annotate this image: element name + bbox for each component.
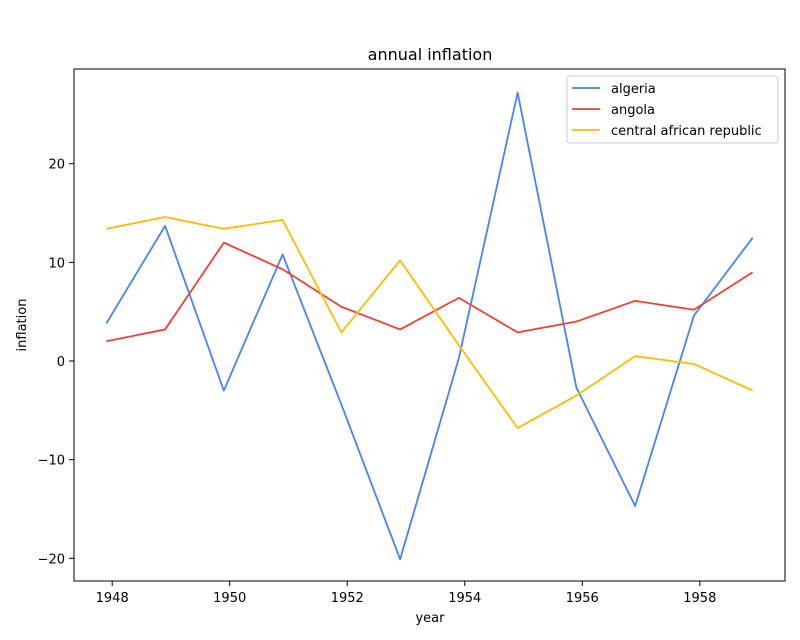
x-tick-label: 1956 [566, 591, 599, 606]
chart-title: annual inflation [368, 45, 493, 64]
x-axis-label: year [415, 611, 445, 626]
series-line-angola [106, 241, 754, 343]
series-line-algeria [105, 91, 754, 561]
legend-label: algeria [611, 82, 656, 97]
y-tick-label: 0 [57, 355, 65, 370]
y-axis-label: inflation [15, 299, 30, 352]
x-tick-label: 1952 [331, 591, 364, 606]
legend-box [566, 75, 779, 144]
legend-label: central african republic [611, 124, 762, 139]
y-tick-label: −20 [38, 552, 65, 567]
x-tick-label: 1954 [448, 591, 481, 606]
y-tick-label: 10 [48, 256, 65, 271]
y-tick-label: 20 [48, 158, 65, 173]
y-axis: −20 −10 0 10 20 [38, 158, 74, 567]
legend: algeria angola central african republic [566, 75, 779, 144]
plot-area [73, 68, 786, 582]
legend-label: angola [611, 103, 655, 118]
series-line-central-african-republic [106, 216, 754, 429]
x-tick-label: 1948 [96, 591, 129, 606]
x-tick-label: 1950 [213, 591, 246, 606]
series-layer [105, 91, 754, 561]
x-tick-label: 1958 [683, 591, 716, 606]
x-axis: 1948 1950 1952 1954 1956 1958 [96, 581, 716, 606]
y-tick-label: −10 [38, 454, 65, 469]
